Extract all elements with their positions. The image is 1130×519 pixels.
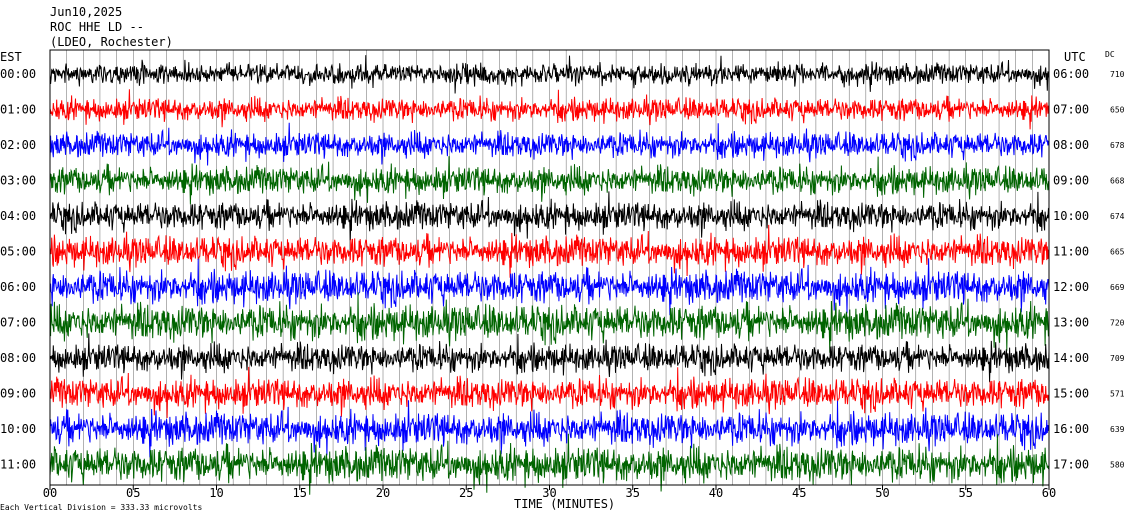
trace-hour-0000: [49, 55, 1050, 94]
utc-label: 08:00: [1053, 138, 1089, 152]
dc-axis-title: DC: [1105, 50, 1115, 59]
x-tick-label: 35: [626, 486, 640, 500]
est-labels: 00:00 01:00 02:00 03:00 04:00 05:00 06:00 07:00…: [0, 67, 36, 472]
utc-axis-title: UTC: [1064, 50, 1086, 64]
header-station: ROC HHE LD --: [50, 20, 144, 34]
trace-hour-1100: [49, 433, 1050, 495]
trace-hour-0100: [49, 89, 1050, 130]
est-label: 03:00: [0, 174, 36, 188]
x-tick-label: 10: [209, 486, 223, 500]
dc-labels: 710 650 678 668 674 665 669 720 709 571 639 580: [1110, 70, 1125, 470]
dc-value: 674: [1110, 212, 1125, 221]
dc-value: 580: [1110, 461, 1125, 470]
trace-hour-0800: [49, 333, 1050, 383]
est-label: 09:00: [0, 387, 36, 401]
dc-value: 639: [1110, 425, 1125, 434]
trace-hour-0700: [49, 292, 1050, 353]
utc-label: 07:00: [1053, 103, 1089, 117]
x-tick-label: 45: [792, 486, 806, 500]
utc-label: 13:00: [1053, 316, 1089, 330]
est-axis-title: EST: [0, 50, 22, 64]
trace-group: [49, 55, 1050, 495]
trace-hour-0500: [49, 224, 1050, 278]
x-tick-label: 15: [293, 486, 307, 500]
trace-hour-0300: [49, 156, 1050, 205]
dc-value: 571: [1110, 390, 1125, 399]
utc-label: 11:00: [1053, 245, 1089, 259]
est-label: 06:00: [0, 280, 36, 294]
est-label: 02:00: [0, 138, 36, 152]
x-tick-label: 55: [959, 486, 973, 500]
dc-value: 720: [1110, 319, 1125, 328]
x-tick-label: 50: [875, 486, 889, 500]
x-axis-title: TIME (MINUTES): [514, 497, 615, 511]
utc-labels: 06:00 07:00 08:00 09:00 10:00 11:00 12:00 13:00…: [1053, 67, 1089, 472]
dc-value: 709: [1110, 354, 1125, 363]
minute-grid: [66, 50, 1033, 485]
utc-label: 06:00: [1053, 67, 1089, 81]
x-tick-label: 60: [1042, 486, 1056, 500]
utc-label: 16:00: [1053, 422, 1089, 436]
x-tick-label: 05: [126, 486, 140, 500]
header-date: Jun10,2025: [50, 5, 122, 19]
utc-label: 09:00: [1053, 174, 1089, 188]
est-label: 01:00: [0, 103, 36, 117]
utc-label: 14:00: [1053, 351, 1089, 365]
trace-hour-1000: [49, 400, 1050, 458]
dc-value: 669: [1110, 283, 1125, 292]
x-tick-label: 00: [43, 486, 57, 500]
est-label: 00:00: [0, 67, 36, 81]
x-tick-label: 40: [709, 486, 723, 500]
utc-label: 12:00: [1053, 280, 1089, 294]
dc-value: 668: [1110, 177, 1125, 186]
dc-value: 665: [1110, 248, 1125, 257]
x-tick-label: 30: [542, 486, 556, 500]
est-label: 10:00: [0, 422, 36, 436]
header-network: (LDEO, Rochester): [50, 35, 173, 49]
trace-hour-0400: [49, 191, 1050, 241]
x-tick-label: 20: [376, 486, 390, 500]
trace-hour-0600: [49, 258, 1050, 316]
est-label: 11:00: [0, 458, 36, 472]
x-axis-ticks: 00 05 10 15 20 25 30 35 40 45 50 55 60: [43, 485, 1056, 500]
trace-hour-0200: [49, 122, 1050, 166]
est-label: 08:00: [0, 351, 36, 365]
utc-label: 15:00: [1053, 387, 1089, 401]
utc-label: 17:00: [1053, 458, 1089, 472]
dc-value: 650: [1110, 106, 1125, 115]
utc-label: 10:00: [1053, 209, 1089, 223]
dc-value: 678: [1110, 141, 1125, 150]
trace-hour-0900: [49, 366, 1050, 419]
est-label: 04:00: [0, 209, 36, 223]
est-label: 05:00: [0, 245, 36, 259]
x-tick-label: 25: [459, 486, 473, 500]
scale-note: Each Vertical Division = 333.33 microvol…: [0, 503, 202, 512]
est-label: 07:00: [0, 316, 36, 330]
dc-value: 710: [1110, 70, 1125, 79]
